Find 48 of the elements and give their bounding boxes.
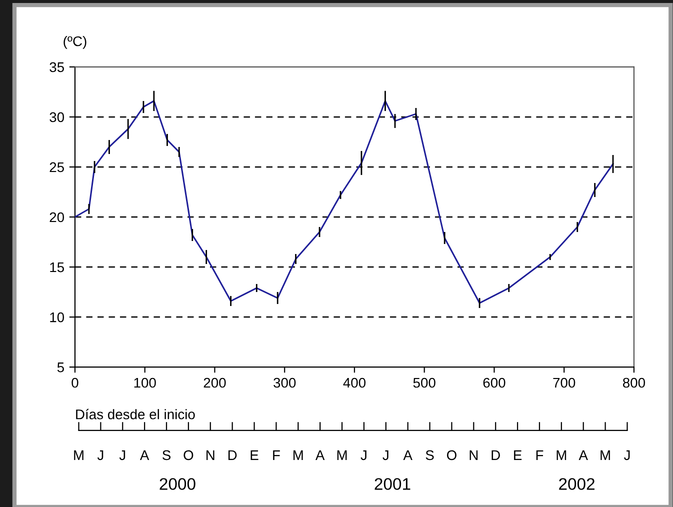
text: J: [360, 450, 366, 460]
text: M: [337, 450, 347, 460]
text: A: [315, 450, 325, 460]
y-axis-title: (ºC): [64, 36, 86, 49]
x-tick-label: 400: [343, 378, 366, 388]
y-tick-label: 30: [50, 112, 64, 122]
text: 2001: [374, 478, 410, 490]
text: N: [470, 450, 478, 460]
y-tick-label: 5: [57, 362, 64, 372]
text: E: [514, 450, 522, 460]
y-tick-label: 20: [50, 212, 64, 222]
x-tick-label: 100: [134, 378, 156, 388]
y-tick-label: 25: [50, 162, 64, 172]
x-tick-label: 500: [413, 378, 436, 388]
line-series: [74, 100, 614, 304]
y-tick-label: 35: [50, 62, 64, 72]
text: M: [600, 450, 610, 460]
text: O: [184, 450, 194, 460]
x-tick-label: 0: [72, 378, 78, 388]
text: J: [119, 450, 126, 460]
x-tick-label: 300: [274, 378, 296, 388]
text: J: [382, 450, 388, 460]
text: M: [293, 450, 303, 460]
text: E: [250, 450, 258, 460]
text: A: [578, 450, 588, 460]
text: O: [446, 450, 456, 460]
x-tick-label: 600: [483, 378, 506, 388]
text: F: [536, 450, 544, 460]
text: S: [162, 450, 170, 460]
text: M: [556, 450, 566, 460]
y-tick-label: 10: [50, 312, 64, 322]
text: D: [492, 450, 500, 460]
text: D: [228, 450, 237, 460]
x-tick-label: 700: [553, 378, 576, 388]
x-tick-label: 800: [622, 378, 646, 388]
text: A: [403, 450, 412, 460]
x-axis-title: Días desde el inicio: [76, 408, 195, 420]
text: J: [624, 450, 630, 460]
x-tick-label: 200: [204, 378, 226, 388]
text: M: [74, 450, 84, 460]
text: N: [206, 450, 214, 460]
text: J: [97, 450, 104, 460]
text: 2002: [559, 478, 594, 490]
text: A: [140, 450, 150, 460]
y-tick-label: 15: [50, 262, 64, 272]
text: S: [426, 450, 434, 460]
text: F: [273, 450, 280, 460]
text: 2000: [160, 478, 196, 490]
